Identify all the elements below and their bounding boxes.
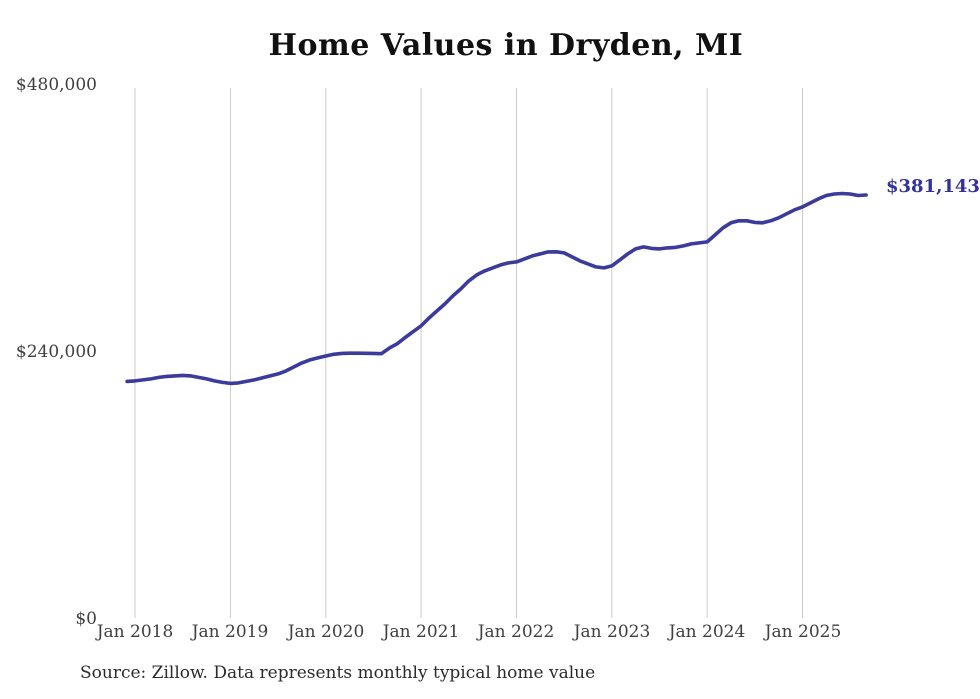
y-tick-label: $240,000 xyxy=(15,342,97,362)
y-tick-label: $480,000 xyxy=(15,75,97,95)
chart-title: Home Values in Dryden, MI xyxy=(268,28,744,63)
x-tick-label: Jan 2019 xyxy=(191,622,269,642)
y-tick-label: $0 xyxy=(75,609,97,629)
x-tick-label: Jan 2023 xyxy=(573,622,651,642)
source-note: Source: Zillow. Data represents monthly … xyxy=(80,663,596,683)
x-tick-label: Jan 2024 xyxy=(668,622,746,642)
x-tick-label: Jan 2021 xyxy=(382,622,460,642)
x-tick-label: Jan 2020 xyxy=(287,622,365,642)
home-value-line xyxy=(125,191,868,386)
x-tick-label: Jan 2018 xyxy=(96,622,174,642)
x-tick-label: Jan 2022 xyxy=(477,622,555,642)
x-tick-label: Jan 2025 xyxy=(764,622,842,642)
current-value-label: $381,143 xyxy=(886,176,980,197)
